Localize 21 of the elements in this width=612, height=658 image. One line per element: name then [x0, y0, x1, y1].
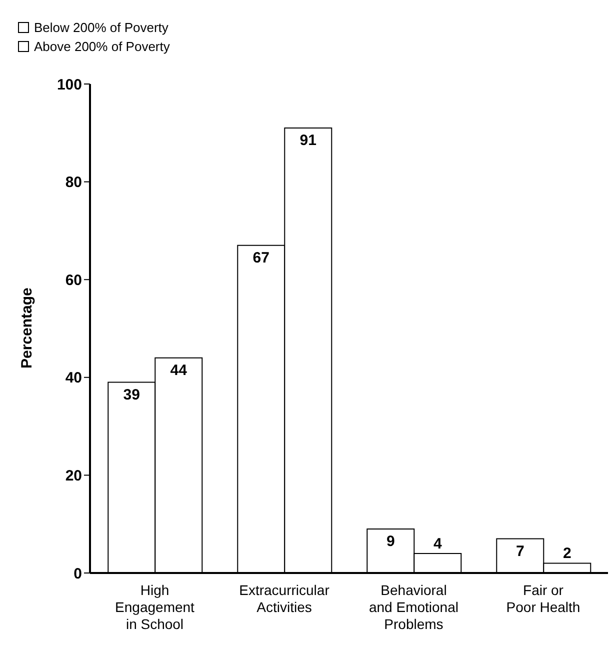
x-tick-label: High Engagement in School	[115, 582, 195, 632]
data-label: 39	[123, 386, 140, 404]
x-tick-label: Behavioral and Emotional Problems	[368, 582, 459, 632]
y-axis-title: Percentage	[18, 288, 36, 368]
legend-label: Below 200% of Poverty	[34, 19, 168, 37]
y-tick-label: 100	[56, 76, 82, 94]
data-label: 7	[516, 542, 524, 560]
data-label: 9	[386, 532, 395, 550]
data-label: 91	[300, 132, 316, 150]
y-tick-label: 40	[65, 370, 82, 387]
y-tick-label: 0	[74, 565, 82, 582]
data-label: 4	[433, 535, 442, 552]
x-tick-label: Fair or Poor Health	[506, 582, 580, 615]
legend-label: Above 200% of Poverty	[34, 38, 170, 56]
data-label: 2	[562, 545, 572, 562]
y-tick-label: 80	[65, 174, 82, 192]
data-label: 44	[170, 362, 188, 379]
x-tick-label: Extracurricular Activities	[239, 582, 330, 615]
y-tick-label: 20	[65, 468, 82, 485]
data-label: 67	[252, 249, 270, 266]
y-tick-label: 60	[65, 272, 82, 289]
